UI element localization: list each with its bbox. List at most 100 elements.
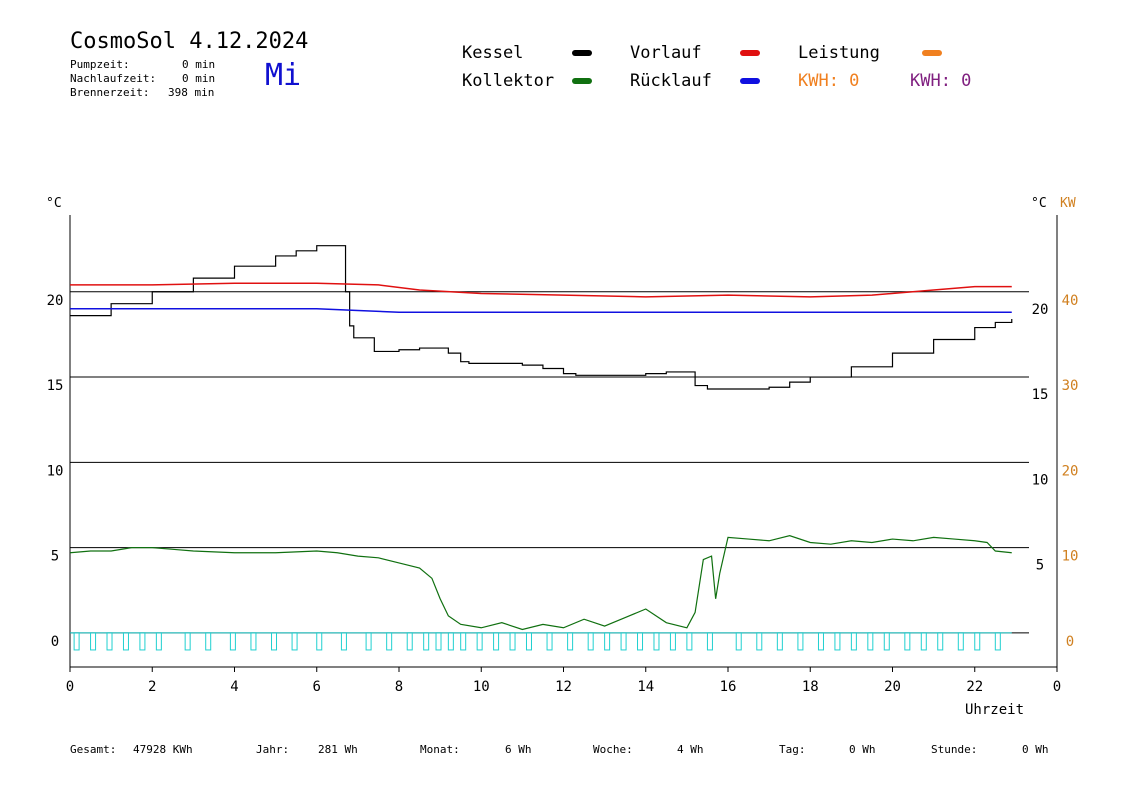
pump-pulse (776, 632, 783, 651)
pump-pulse (604, 632, 611, 651)
y-left-label-5: 5 (51, 549, 59, 565)
y-axis-label-right: °C (1031, 196, 1047, 211)
pump-pulse (365, 632, 372, 651)
y-kw-label-20: 20 (1062, 463, 1079, 479)
x-tick-label-6: 12 (555, 679, 572, 695)
stat-nachlaufzeit-label: Nachlaufzeit: (70, 72, 157, 85)
y-left-label-20: 20 (47, 293, 64, 309)
footer-tag-value: 0 Wh (849, 743, 876, 756)
pump-pulse (957, 632, 964, 651)
legend-kollektor-label: Kollektor (462, 71, 555, 91)
x-tick-label-12: 0 (1053, 679, 1061, 695)
weekday-label: Mi (265, 58, 302, 93)
stat-brennerzeit-value: 398 min (168, 86, 215, 99)
pump-pulse (250, 632, 257, 651)
pump-pulse (476, 632, 483, 651)
pump-pulse (834, 632, 841, 651)
legend-kollektor-swatch (572, 78, 592, 84)
footer-gesamt-label: Gesamt: (70, 743, 117, 756)
series-kessel (70, 245, 1013, 390)
x-tick-label-3: 6 (313, 679, 321, 695)
pump-pulse (797, 632, 804, 651)
x-tick-label-10: 20 (884, 679, 901, 695)
legend-leistung-label: Leistung (798, 43, 880, 63)
y-kw-label-30: 30 (1062, 378, 1079, 394)
x-tick-label-4: 8 (395, 679, 403, 695)
pump-pulse (447, 632, 454, 651)
pump-pulse (686, 632, 693, 651)
pump-pulse (493, 632, 500, 651)
footer-gesamt-value: 47928 KWh (133, 743, 193, 756)
pump-pulse (904, 632, 911, 651)
y-kw-label-10: 10 (1062, 549, 1079, 565)
y-right-label-20: 20 (1032, 302, 1049, 318)
footer-jahr-value: 281 Wh (318, 743, 358, 756)
pump-pulse (637, 632, 644, 651)
x-tick-label-1: 2 (148, 679, 156, 695)
y-kw-label-0: 0 (1066, 634, 1074, 650)
legend-vorlauf-swatch (740, 50, 760, 56)
series-kollektor (69, 535, 1012, 631)
pump-pulse (817, 632, 824, 651)
x-tick-label-5: 10 (473, 679, 490, 695)
series-rcklauf (70, 308, 1012, 313)
pump-pulse (756, 632, 763, 651)
pump-pulse (994, 632, 1001, 651)
pump-pulse (184, 632, 191, 651)
stat-pumpzeit-label: Pumpzeit: (70, 58, 130, 71)
pump-pulse (73, 632, 80, 651)
y-right-label-5: 5 (1036, 558, 1044, 574)
legend-kwh-orange: KWH: 0 (798, 71, 860, 91)
y-right-label-15: 15 (1032, 387, 1049, 403)
pump-pulse (340, 632, 347, 651)
pump-pulse (587, 632, 594, 651)
pump-pulse (706, 632, 713, 651)
chart-title: CosmoSol 4.12.2024 (70, 29, 309, 54)
pump-pulse (106, 632, 113, 651)
pump-pulse (937, 632, 944, 651)
pump-pulse (867, 632, 874, 651)
pump-pulse (90, 632, 97, 651)
y-left-label-0: 0 (51, 634, 59, 650)
x-axis-label: Uhrzeit (965, 702, 1024, 718)
stat-pumpzeit-value: 0 min (182, 58, 216, 71)
legend-kwh-purple: KWH: 0 (910, 71, 972, 91)
pump-pulse (883, 632, 890, 651)
pump-pulse (460, 632, 467, 651)
pump-pulse (669, 632, 676, 651)
legend-ruecklauf-swatch (740, 78, 760, 84)
pump-pulse (386, 632, 393, 651)
y-axis-label-left: °C (46, 196, 62, 211)
series-vorlauf (70, 282, 1012, 298)
pump-pulse (406, 632, 413, 651)
legend-ruecklauf-label: Rücklauf (630, 71, 712, 91)
footer-woche-value: 4 Wh (677, 743, 704, 756)
pump-pulse (850, 632, 857, 651)
pump-pulse (653, 632, 660, 651)
y-left-label-15: 15 (47, 378, 64, 394)
x-tick-label-0: 0 (66, 679, 74, 695)
y-axis-label-kw: KW (1060, 196, 1076, 211)
pump-pulse (509, 632, 516, 651)
legend-leistung-swatch (922, 50, 942, 56)
pump-pulse (546, 632, 553, 651)
footer-stunde-value: 0 Wh (1022, 743, 1049, 756)
footer-stunde-label: Stunde: (931, 743, 978, 756)
pump-pulse (620, 632, 627, 651)
y-right-label-10: 10 (1032, 472, 1049, 488)
pump-pulse (122, 632, 129, 651)
pump-pulse (139, 632, 146, 651)
y-kw-label-40: 40 (1062, 293, 1079, 309)
pump-pulse (735, 632, 742, 651)
footer-monat-label: Monat: (420, 743, 460, 756)
pump-pulse (205, 632, 212, 651)
pump-pulse (435, 632, 442, 651)
pump-pulse (155, 632, 162, 651)
stat-brennerzeit-label: Brennerzeit: (70, 86, 150, 99)
stat-nachlaufzeit-value: 0 min (182, 72, 216, 85)
legend-kessel-swatch (572, 50, 592, 56)
y-left-label-10: 10 (47, 463, 64, 479)
pump-pulse (974, 632, 981, 651)
footer-woche-label: Woche: (593, 743, 633, 756)
pump-pulse (316, 632, 323, 651)
